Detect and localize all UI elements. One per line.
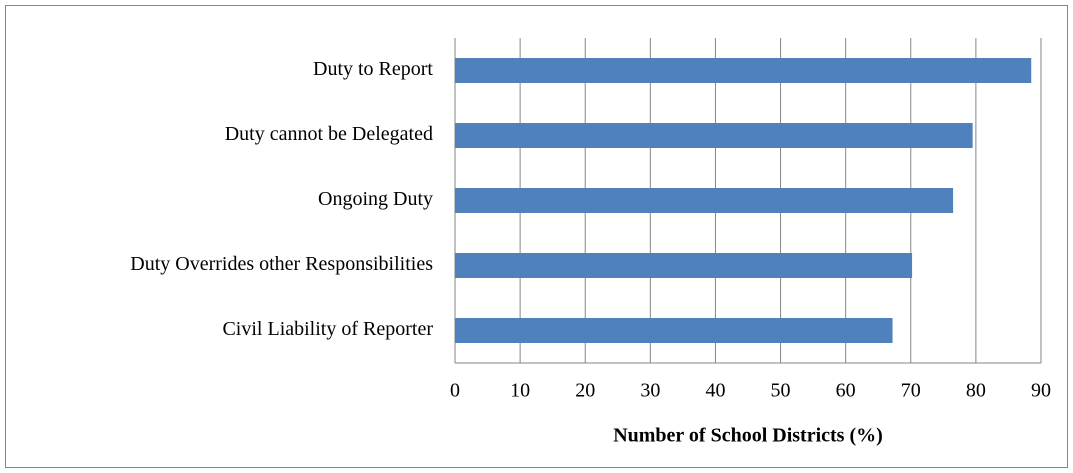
bar xyxy=(455,188,954,213)
x-tick-label: 10 xyxy=(510,380,530,402)
x-tick-label: 40 xyxy=(705,380,725,402)
x-axis-label: Number of School Districts (%) xyxy=(613,425,883,447)
x-tick-label: 20 xyxy=(575,380,595,402)
x-tick-label: 50 xyxy=(771,380,791,402)
x-tick-label: 80 xyxy=(966,380,986,402)
x-tick-label: 30 xyxy=(640,380,660,402)
y-tick-label: Duty to Report xyxy=(313,58,433,80)
x-tick-label: 0 xyxy=(450,380,460,402)
bar xyxy=(455,253,913,278)
bar xyxy=(455,58,1032,83)
y-tick-label: Duty Overrides other Responsibilities xyxy=(130,253,433,275)
y-tick-label: Duty cannot be Delegated xyxy=(225,123,433,145)
bar xyxy=(455,318,893,343)
x-tick-label: 60 xyxy=(836,380,856,402)
bar xyxy=(455,123,973,148)
y-tick-label: Civil Liability of Reporter xyxy=(222,318,433,340)
x-tick-label: 70 xyxy=(901,380,921,402)
x-tick-label: 90 xyxy=(1031,380,1051,402)
y-tick-label: Ongoing Duty xyxy=(318,188,433,210)
